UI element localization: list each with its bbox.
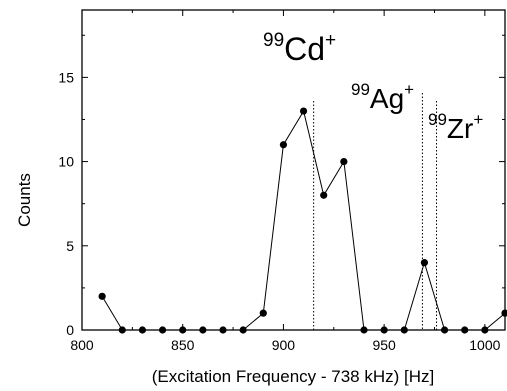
mass-number: 99 — [351, 80, 370, 99]
charge-sign: + — [473, 110, 483, 129]
y-tick-label: 5 — [66, 238, 74, 254]
data-point — [380, 326, 388, 334]
data-point — [299, 107, 308, 115]
element-symbol: Ag — [370, 83, 404, 114]
ion-label: 99Cd+ — [263, 30, 336, 67]
y-axis-label: Counts — [15, 173, 34, 227]
data-point — [239, 326, 247, 334]
y-tick-label: 0 — [66, 322, 74, 338]
y-tick-label: 10 — [58, 154, 74, 170]
y-axis-ticks: 0 5 10 15 — [58, 34, 505, 338]
data-points — [98, 107, 507, 334]
ion-annotations: 99Cd+99Ag+99Zr+ — [263, 30, 483, 144]
data-point — [481, 326, 489, 334]
data-point — [279, 141, 288, 149]
plot-frame — [81, 9, 506, 331]
data-point — [118, 326, 126, 334]
data-point — [320, 191, 328, 199]
data-point — [461, 326, 469, 334]
ion-label: 99Ag+ — [351, 80, 414, 114]
data-point — [219, 326, 227, 334]
x-tick-label: 800 — [70, 337, 94, 353]
data-point — [501, 309, 507, 317]
x-tick-label: 900 — [272, 337, 296, 353]
y-tick-label: 15 — [58, 69, 74, 85]
data-point — [400, 326, 408, 334]
series-line — [101, 109, 506, 331]
element-symbol: Cd — [284, 31, 325, 67]
x-tick-label: 1000 — [469, 337, 500, 353]
reference-lines — [313, 93, 438, 330]
element-symbol: Zr — [447, 113, 473, 144]
data-point — [179, 326, 187, 334]
data-point — [360, 326, 368, 334]
mass-number: 99 — [428, 110, 447, 129]
x-tick-label: 950 — [372, 337, 396, 353]
data-point — [158, 326, 167, 334]
charge-sign: + — [404, 80, 414, 99]
data-point — [98, 292, 106, 300]
data-point — [199, 326, 207, 334]
data-point — [440, 326, 449, 334]
data-point — [138, 326, 147, 334]
x-axis-label: (Excitation Frequency - 738 kHz) [Hz] — [152, 367, 434, 386]
data-point — [259, 309, 267, 317]
ion-label: 99Zr+ — [428, 110, 483, 144]
data-point — [420, 259, 429, 267]
x-tick-label: 850 — [171, 337, 195, 353]
data-point — [340, 157, 348, 166]
x-axis-ticks: 800 850 900 950 1000 — [70, 10, 501, 353]
mass-number: 99 — [263, 30, 284, 51]
charge-sign: + — [325, 30, 336, 51]
